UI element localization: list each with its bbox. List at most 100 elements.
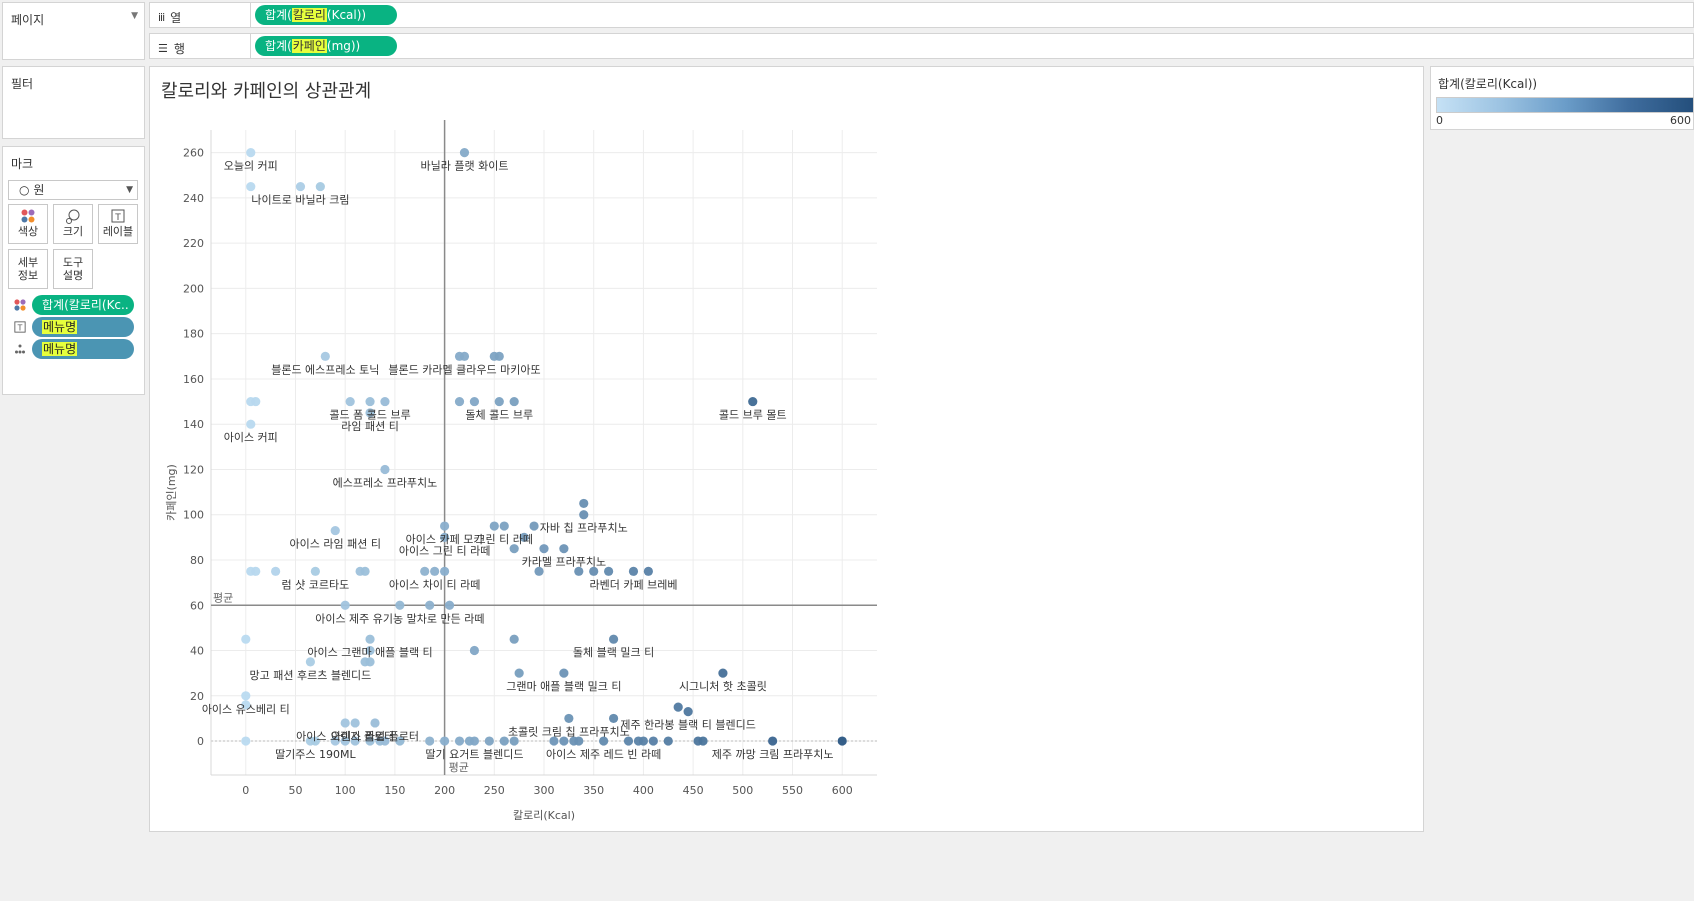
mark-type-dropdown[interactable]: ○ 원 ▼	[8, 180, 138, 200]
data-point-label: 카라멜 프라푸치노	[522, 556, 606, 569]
rows-shelf-label: ☰ 행	[158, 42, 185, 56]
data-point	[439, 521, 450, 531]
pages-panel[interactable]: 페이지 ▼	[2, 2, 145, 60]
data-point	[494, 396, 504, 407]
rows-shelf[interactable]: ☰ 행	[149, 33, 1694, 59]
data-point-label: 나이트로 바닐라 크림	[251, 194, 349, 207]
data-point	[271, 566, 281, 576]
chart-title: 칼로리와 카페인의 상관관계	[161, 81, 372, 102]
x-tick-label: 100	[335, 784, 356, 797]
x-axis-title: 칼로리(Kcal)	[513, 809, 575, 822]
data-point	[340, 736, 350, 746]
data-point	[365, 396, 375, 407]
columns-pill-calories[interactable]: 합계(칼로리(Kcal))	[255, 5, 397, 25]
legend-title: 합계(칼로리(Kcal))	[1438, 77, 1538, 91]
data-point	[643, 566, 653, 576]
data-point-label: 라임 패션 티	[341, 420, 399, 433]
circle-mark-icon: ○	[19, 183, 30, 197]
data-point-label: 콜드 브루 몰트	[719, 409, 787, 422]
data-point	[365, 657, 375, 667]
size-button[interactable]: 크기	[53, 204, 93, 244]
data-point	[539, 544, 549, 554]
x-tick-label: 350	[583, 784, 604, 797]
data-point	[599, 736, 609, 746]
label-button[interactable]: T 레이블	[98, 204, 138, 244]
data-point	[380, 396, 390, 407]
y-tick-label: 40	[190, 645, 204, 658]
color-button[interactable]: 색상	[8, 204, 48, 244]
data-point	[315, 181, 325, 192]
data-point	[628, 566, 639, 576]
data-point	[310, 736, 320, 746]
data-point	[365, 736, 375, 746]
data-point-label: 블론드 카라멜 클라우드 마키아또	[388, 363, 540, 376]
data-point	[246, 181, 256, 192]
data-point	[459, 351, 470, 361]
tooltip-button[interactable]: 도구 설명	[53, 249, 93, 289]
data-point	[663, 736, 673, 746]
data-point	[370, 718, 380, 728]
x-tick-label: 600	[832, 784, 853, 797]
data-point	[241, 700, 251, 710]
data-point	[459, 148, 470, 158]
data-point	[310, 566, 320, 576]
x-tick-label: 450	[683, 784, 704, 797]
data-point-label: 라벤더 카페 브레베	[589, 578, 677, 591]
data-point	[519, 532, 529, 542]
data-point	[241, 736, 251, 746]
data-point-label: 초콜릿 크림 칩 프라푸치노	[508, 725, 630, 738]
data-point	[768, 736, 778, 746]
data-point	[320, 351, 330, 361]
data-point	[534, 566, 544, 576]
data-point-label: 돌체 블랙 밀크 티	[573, 646, 654, 659]
data-point-label: 딸기주스 190ML	[275, 748, 356, 761]
data-point	[579, 498, 589, 509]
data-point	[295, 181, 306, 192]
data-point	[305, 657, 316, 667]
marks-field-label[interactable]: 메뉴명	[32, 317, 134, 337]
data-point	[494, 351, 504, 361]
marks-title: 마크	[11, 157, 34, 171]
data-point-label: 아이스 제주 유기농 말차로 만든 라떼	[315, 612, 484, 625]
y-tick-label: 160	[183, 373, 204, 386]
columns-shelf[interactable]: iii 열	[149, 2, 1694, 28]
data-point	[837, 736, 847, 746]
data-point	[365, 634, 375, 644]
data-point	[469, 645, 480, 656]
data-point-label: 바닐라 플랫 화이트	[421, 160, 509, 173]
svg-text:T: T	[17, 323, 23, 332]
data-point	[549, 736, 559, 746]
detail-button[interactable]: 세부 정보	[8, 249, 48, 289]
y-tick-label: 200	[183, 282, 204, 295]
chart-panel: 칼로리와 카페인의 상관관계	[149, 66, 1424, 832]
x-tick-label: 550	[782, 784, 803, 797]
data-point	[509, 634, 519, 644]
filters-panel[interactable]: 필터	[2, 66, 145, 139]
data-point-label: 아이스 그린 티 라떼	[399, 544, 490, 557]
data-point	[579, 510, 589, 520]
data-point	[350, 736, 360, 746]
filters-title: 필터	[11, 77, 34, 91]
y-average-label: 평균	[213, 591, 233, 604]
y-tick-label: 260	[183, 147, 204, 160]
y-tick-label: 180	[183, 328, 204, 341]
pages-menu-icon[interactable]: ▼	[131, 11, 138, 21]
y-tick-label: 100	[183, 509, 204, 522]
data-point	[444, 600, 455, 610]
data-point-label: 아이스 제주 레드 빈 라떼	[546, 748, 661, 761]
data-point	[360, 566, 370, 576]
data-point	[683, 707, 693, 717]
data-point	[604, 566, 614, 576]
data-point	[718, 668, 728, 678]
data-point-label: 아이스 카페 모카	[406, 533, 484, 546]
marks-field-detail[interactable]: 메뉴명	[32, 339, 134, 359]
y-tick-label: 20	[190, 690, 204, 703]
legend-max: 600	[1670, 114, 1691, 127]
y-tick-label: 240	[183, 192, 204, 205]
data-point-label: 아이스 라임 플로터	[331, 730, 419, 743]
columns-icon: iii	[158, 11, 165, 24]
data-point	[499, 736, 509, 746]
rows-pill-caffeine[interactable]: 합계(카페인(mg))	[255, 36, 397, 56]
marks-field-color[interactable]: 합계(칼로리(Kc..	[32, 295, 134, 315]
